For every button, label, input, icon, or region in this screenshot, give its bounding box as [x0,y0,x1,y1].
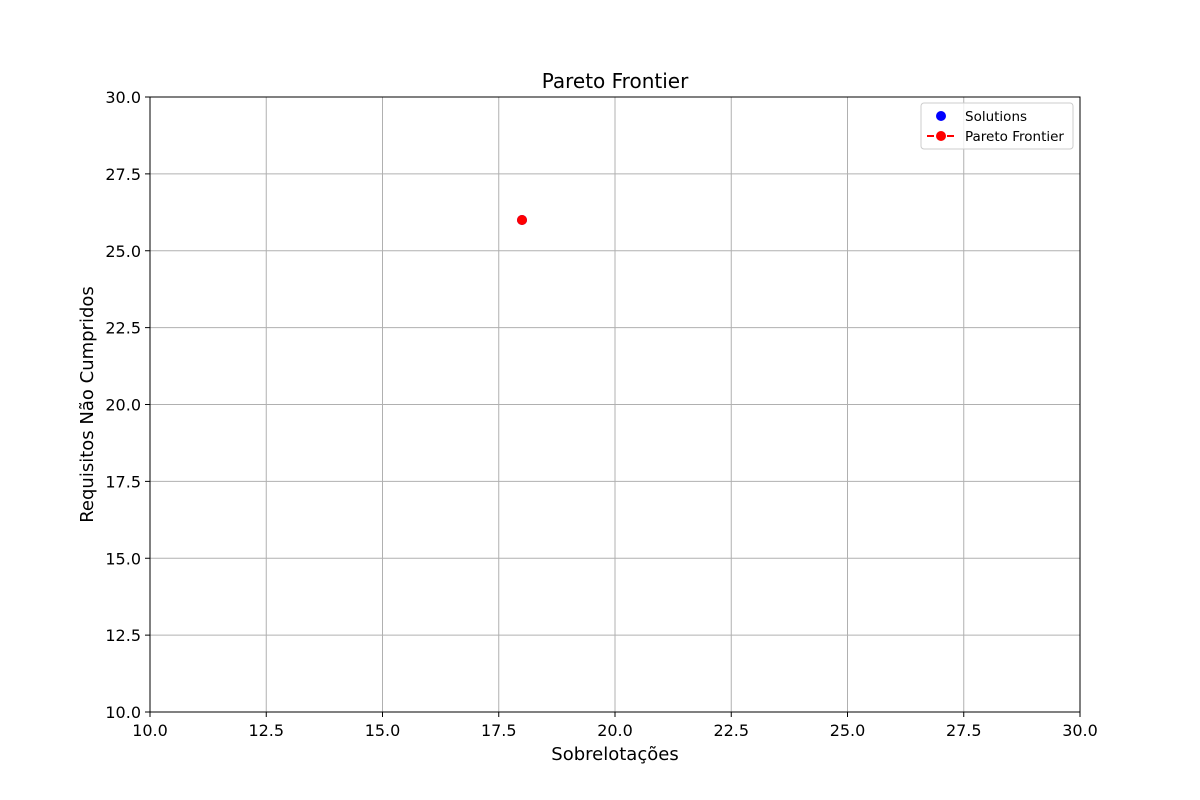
series [517,215,527,225]
x-tick-label: 30.0 [1062,721,1098,740]
legend-box [920,102,1074,150]
y-tick-label: 27.5 [105,165,141,184]
y-axis-label: Requisitos Não Cumpridos [77,286,98,523]
series-1 [517,215,527,225]
y-tick-label: 25.0 [105,242,141,261]
x-axis-ticks: 10.0 12.5 15.0 17.5 20.0 22.5 25.0 27.5 30.0 [132,712,1098,740]
y-tick-label: 20.0 [105,396,141,415]
legend-marker [936,111,946,121]
x-tick-label: 20.0 [597,721,633,740]
y-tick-label: 22.5 [105,319,141,338]
x-tick-label: 22.5 [713,721,749,740]
y-tick-label: 10.0 [105,703,141,722]
legend-label: Pareto Frontier [965,129,1064,145]
legend-marker [936,131,946,141]
y-axis-ticks: 10.0 12.5 15.0 17.5 20.0 22.5 25.0 27.5 30.0 [105,88,150,722]
legend-item-0: Solutions [936,109,1027,125]
legend-label: Solutions [965,109,1027,125]
pareto-point [517,215,527,225]
x-axis-label: Sobrelotações [551,744,678,765]
y-tick-label: 12.5 [105,626,141,645]
x-tick-label: 27.5 [946,721,982,740]
legend-item-1: Pareto Frontier [927,129,1064,145]
y-tick-label: 17.5 [105,472,141,491]
x-tick-label: 17.5 [481,721,517,740]
y-tick-label: 15.0 [105,549,141,568]
x-tick-label: 25.0 [830,721,866,740]
chart-title: Pareto Frontier [542,69,689,93]
legend: Solutions Pareto Frontier [920,102,1074,150]
x-tick-label: 15.0 [365,721,401,740]
y-tick-label: 30.0 [105,88,141,107]
x-tick-label: 12.5 [248,721,284,740]
x-tick-label: 10.0 [132,721,168,740]
